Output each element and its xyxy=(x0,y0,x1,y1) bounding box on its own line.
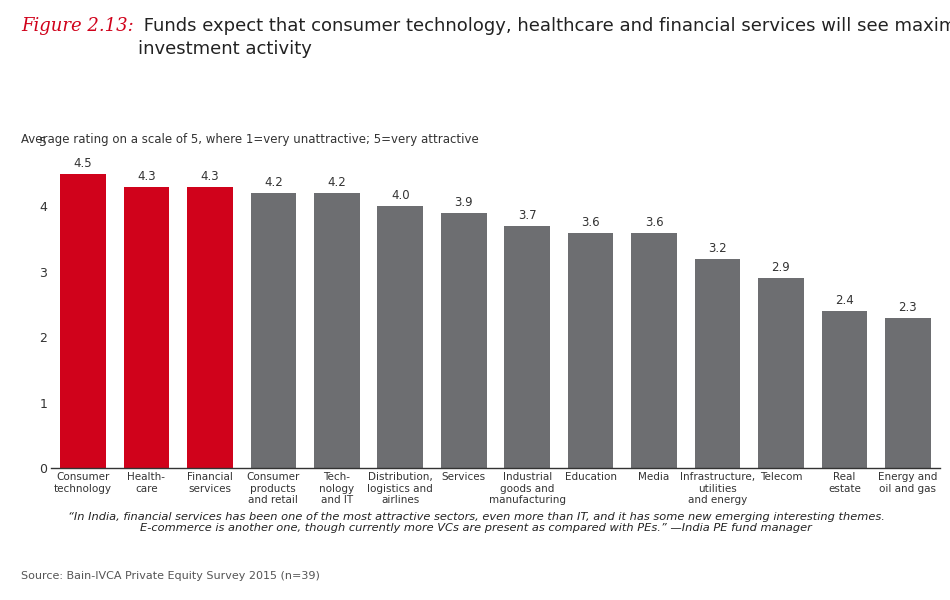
Text: 3.6: 3.6 xyxy=(645,215,663,229)
Text: 4.2: 4.2 xyxy=(328,176,346,190)
Text: 3.9: 3.9 xyxy=(454,196,473,209)
Text: Figure 2.13:: Figure 2.13: xyxy=(21,17,134,35)
Bar xyxy=(187,187,233,468)
Bar xyxy=(631,233,677,468)
Text: 4.3: 4.3 xyxy=(137,170,156,183)
Text: 4.2: 4.2 xyxy=(264,176,283,190)
Text: 2.3: 2.3 xyxy=(899,301,917,314)
Bar xyxy=(694,259,740,468)
Text: 3.2: 3.2 xyxy=(708,242,727,255)
Bar xyxy=(377,206,423,468)
Text: 4.0: 4.0 xyxy=(391,190,409,202)
Bar xyxy=(441,213,486,468)
Text: 4.3: 4.3 xyxy=(200,170,219,183)
Text: “In India, financial services has been one of the most attractive sectors, even : “In India, financial services has been o… xyxy=(67,512,884,533)
Text: Average rating on a scale of 5, where 1=very unattractive; 5=very attractive: Average rating on a scale of 5, where 1=… xyxy=(21,133,479,146)
Text: 2.9: 2.9 xyxy=(771,262,790,274)
Text: 3.7: 3.7 xyxy=(518,209,537,222)
Text: 4.5: 4.5 xyxy=(74,157,92,170)
Bar xyxy=(504,226,550,468)
Bar xyxy=(314,193,360,468)
Bar xyxy=(885,317,931,468)
Bar xyxy=(60,174,105,468)
Text: Which sectors are expected to be attractive for PE and VC investments over the n: Which sectors are expected to be attract… xyxy=(114,105,838,118)
Bar xyxy=(124,187,169,468)
Text: Funds expect that consumer technology, healthcare and financial services will se: Funds expect that consumer technology, h… xyxy=(138,17,950,58)
Bar xyxy=(568,233,614,468)
Text: 2.4: 2.4 xyxy=(835,294,854,307)
Bar xyxy=(251,193,296,468)
Bar xyxy=(822,311,867,468)
Text: 3.6: 3.6 xyxy=(581,215,599,229)
Text: Source: Bain-IVCA Private Equity Survey 2015 (n=39): Source: Bain-IVCA Private Equity Survey … xyxy=(21,571,320,581)
Bar xyxy=(758,278,804,468)
